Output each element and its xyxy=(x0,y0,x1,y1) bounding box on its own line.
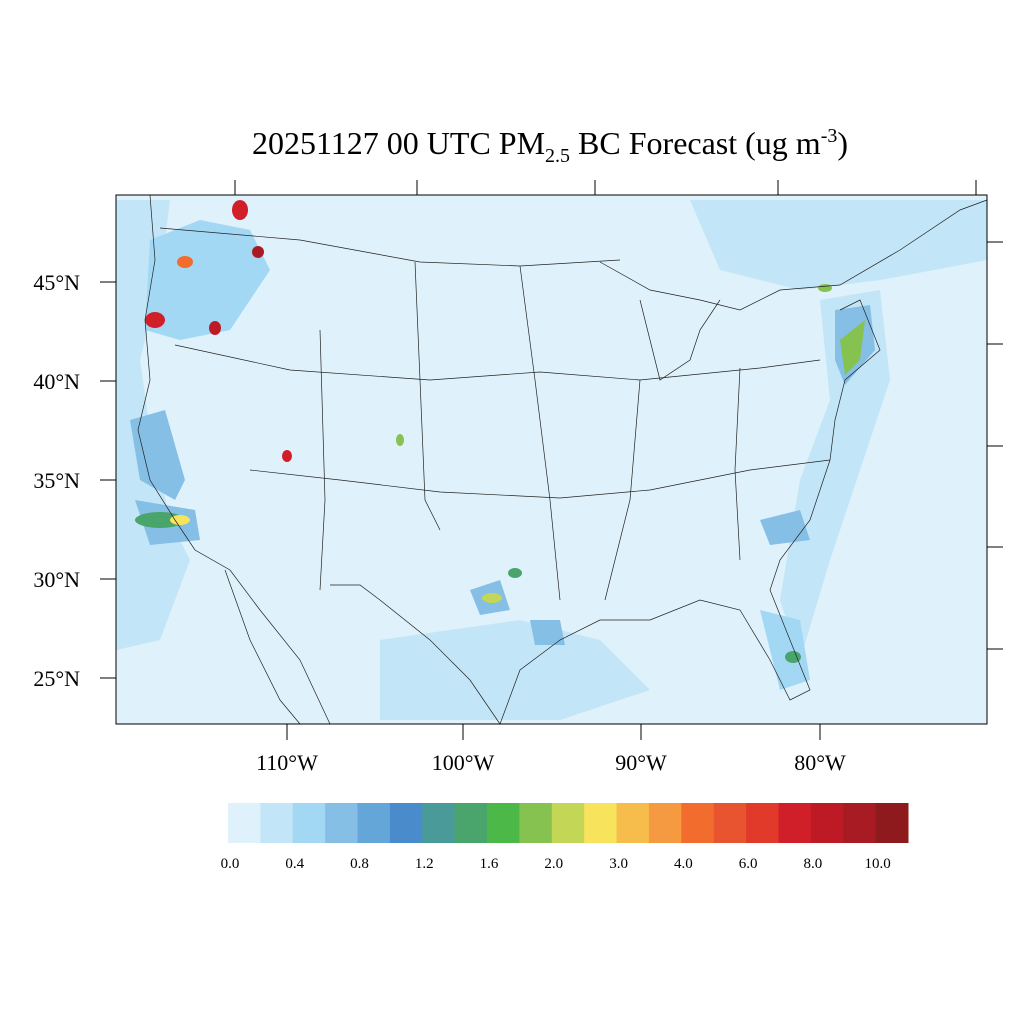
lon-label: 100°W xyxy=(432,750,495,775)
colorbar-label: 3.0 xyxy=(609,856,628,872)
axis-labels: 45°N 40°N 35°N 30°N 25°N 110°W 100°W 90°W 80°W xyxy=(33,270,846,775)
map-frame xyxy=(115,194,988,725)
colorbar: 0.0 0.4 0.8 1.2 1.6 2.0 3.0 4.0 6.0 8.0 10.0 xyxy=(221,803,909,872)
colorbar-cell xyxy=(325,803,359,843)
colorbar-cell xyxy=(260,803,294,843)
colorbar-cell xyxy=(228,803,261,843)
colorbar-label: 6.0 xyxy=(739,856,758,872)
colorbar-cell xyxy=(713,803,747,843)
colorbar-cell xyxy=(584,803,618,843)
colorbar-cell xyxy=(810,803,844,843)
lon-label: 110°W xyxy=(256,750,318,775)
colorbar-label: 4.0 xyxy=(674,856,693,872)
colorbar-cell xyxy=(487,803,520,843)
colorbar-cell xyxy=(648,803,682,843)
colorbar-cell xyxy=(454,803,488,843)
map xyxy=(100,180,1003,740)
colorbar-cell xyxy=(519,803,553,843)
lon-label: 80°W xyxy=(794,750,846,775)
colorbar-cell xyxy=(875,803,909,843)
colorbar-label: 0.4 xyxy=(285,856,304,872)
concentration-field xyxy=(116,200,987,720)
title-superscript: -3 xyxy=(821,125,838,147)
lat-label: 40°N xyxy=(33,369,80,394)
colorbar-cell xyxy=(422,803,456,843)
frame-ticks xyxy=(100,180,1003,740)
colorbar-cell xyxy=(551,803,585,843)
colorbar-cell xyxy=(681,803,715,843)
colorbar-label: 1.6 xyxy=(480,856,499,872)
colorbar-cell xyxy=(357,803,391,843)
title: 20251127 00 UTC PM2.5 BC Forecast (ug m-… xyxy=(252,125,848,167)
colorbar-label: 10.0 xyxy=(864,856,890,872)
colorbar-label: 2.0 xyxy=(544,856,563,872)
lon-label: 90°W xyxy=(615,750,667,775)
colorbar-label: 0.0 xyxy=(221,856,240,872)
colorbar-cell xyxy=(616,803,650,843)
title-middle: BC Forecast (ug m xyxy=(570,125,821,161)
colorbar-label: 1.2 xyxy=(415,856,434,872)
colorbar-label: 8.0 xyxy=(803,856,822,872)
colorbar-cell xyxy=(292,803,326,843)
lat-label: 25°N xyxy=(33,666,80,691)
title-end: ) xyxy=(837,125,848,161)
lat-label: 45°N xyxy=(33,270,80,295)
colorbar-cell xyxy=(389,803,423,843)
colorbar-cell xyxy=(746,803,779,843)
boundaries xyxy=(137,194,988,725)
title-main: 20251127 00 UTC PM xyxy=(252,125,545,161)
lat-label: 30°N xyxy=(33,567,80,592)
colorbar-cell xyxy=(843,803,877,843)
title-subscript: 2.5 xyxy=(545,145,570,167)
colorbar-label: 0.8 xyxy=(350,856,369,872)
colorbar-cell xyxy=(778,803,812,843)
lat-label: 35°N xyxy=(33,468,80,493)
